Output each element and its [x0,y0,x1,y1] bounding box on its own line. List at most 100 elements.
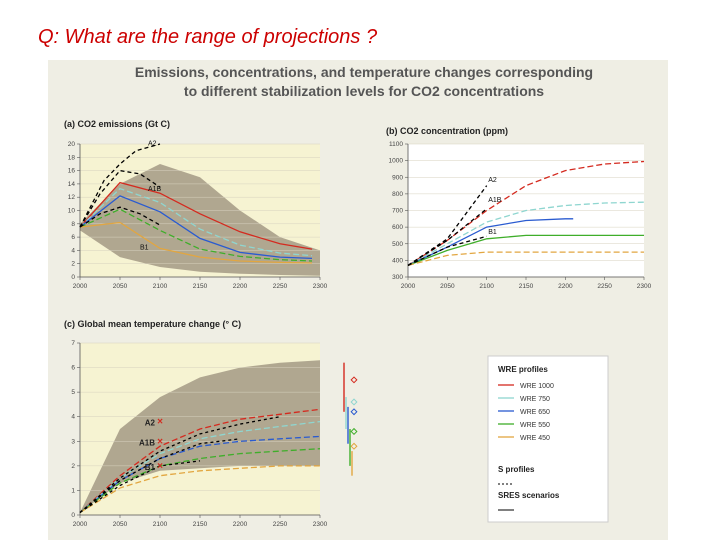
x-tick-label: 2150 [193,283,208,290]
x-tick-label: 2100 [153,521,168,528]
x-tick-label: 2200 [233,521,248,528]
y-tick-label: 2 [71,463,75,470]
series-line-wre-750 [407,201,645,266]
series-line-s-profiles [79,416,281,513]
series-line-a1b [407,208,488,266]
range-marker [350,376,358,384]
figure-canvas: Emissions, concentrations, and temperatu… [64,64,652,528]
sres-marker-label: B1 [145,463,156,472]
legend-item-label: WRE 750 [520,396,550,403]
x-tick-label: 2200 [233,283,248,290]
x-tick-label: 2050 [113,521,128,528]
x-tick-label: 2050 [113,283,128,290]
series-line-s-profiles [79,438,241,514]
legend-title: WRE profiles [498,365,548,374]
uncertainty-band [80,164,320,276]
y-tick-label: 16 [68,168,76,175]
series-line-wre-650 [79,435,321,514]
y-tick-label: 12 [68,194,76,201]
y-tick-label: 7 [71,340,75,347]
scenario-label: A2 [148,140,157,147]
range-marker [350,442,358,450]
sres-marker-label: A1B [139,438,155,447]
legend-sres: SRES scenarios [498,491,560,500]
y-tick-label: 700 [392,208,403,215]
legend-item-label: WRE 1000 [520,383,554,390]
scenario-label: B1 [140,245,149,252]
figure-title-line1: Emissions, concentrations, and temperatu… [135,64,593,80]
y-tick-label: 10 [68,208,76,215]
chart-a: 0 2 4 6 8 10 12 14 16 18 20 2000 2050 2100 2150 2200 225… [68,140,328,290]
figure-panel: Emissions, concentrations, and temperatu… [48,60,668,540]
y-tick-label: 14 [68,181,76,188]
x-tick-label: 2250 [273,283,288,290]
x-tick-label: 2200 [558,283,573,290]
series-line-b1 [79,206,161,228]
y-tick-label: 1 [71,487,75,494]
range-marker [350,408,358,416]
scenario-label: B1 [488,229,497,236]
y-tick-label: 4 [71,414,75,421]
series-line-wre-750 [79,187,313,257]
legend-items: WRE 1000 WRE 750 WRE 650 WRE 550 WRE 450 [498,383,554,442]
sres-marker: × [157,461,163,472]
legend-s-profiles: S profiles [498,465,535,474]
y-tick-label: 1100 [389,141,403,148]
series-line-wre-550 [407,234,644,267]
y-tick-label: 800 [392,191,403,198]
series-line-wre-1000 [79,408,321,513]
series-line-b1 [407,235,487,266]
scenario-label: A1B [488,197,502,204]
series-line-wre-550 [79,448,321,514]
y-tick-label: 5 [71,389,75,396]
y-tick-label: 18 [68,154,76,161]
x-tick-label: 2300 [637,283,652,290]
legend: WRE profiles WRE 1000 WRE 750 WRE 650 WRE 5… [487,355,609,523]
series-line-s-profiles [79,460,201,514]
x-tick-label: 2300 [313,521,328,528]
y-tick-label: 8 [71,221,75,228]
scenario-label: A1B [148,186,162,193]
series-line-wre-450 [407,251,644,267]
legend-item-label: WRE 550 [520,422,550,429]
y-tick-label: 300 [392,274,403,281]
slide-question: Q: What are the range of projections ? [38,26,378,48]
y-tick-label: 1000 [389,158,404,165]
y-tick-label: 3 [71,438,75,445]
x-tick-label: 2150 [193,521,208,528]
y-tick-label: 0 [71,274,75,281]
y-tick-label: 20 [68,141,76,148]
y-tick-label: 0 [71,512,75,519]
chart-c-title: (c) Global mean temperature change (° C) [64,319,241,329]
y-tick-label: 2 [71,261,75,268]
legend-item-label: WRE 650 [520,409,550,416]
y-tick-label: 600 [392,224,403,231]
x-tick-label: 2000 [73,521,88,528]
chart-b-title: (b) CO2 concentration (ppm) [386,126,508,136]
series-line-wre-450 [79,221,313,264]
x-tick-label: 2050 [440,283,455,290]
x-tick-label: 2150 [519,283,534,290]
y-tick-label: 6 [71,234,75,241]
uncertainty-band [80,360,320,513]
range-marker [350,398,358,406]
legend-box [487,355,609,523]
x-tick-label: 2100 [153,283,168,290]
y-tick-label: 500 [392,241,403,248]
chart-a-title: (a) CO2 emissions (Gt C) [64,119,170,129]
y-tick-label: 400 [392,257,403,264]
range-marker [350,427,358,435]
series-line-wre-650 [79,195,313,260]
series-line-wre-1000 [79,181,313,250]
sres-marker: × [157,436,163,447]
legend-item-label: WRE 450 [520,435,550,442]
series-line-wre-450 [79,465,320,514]
series-line-wre-1000 [407,160,645,266]
chart-b: 300 400 500 600 700 800 900 1000 1100 2000 2050 210… [389,141,652,290]
y-tick-label: 6 [71,365,75,372]
y-tick-label: 4 [71,247,75,254]
figure-title-line2: to different stabilization levels for CO… [184,83,544,99]
sres-marker-label: A2 [145,419,156,428]
x-tick-label: 2100 [479,283,494,290]
